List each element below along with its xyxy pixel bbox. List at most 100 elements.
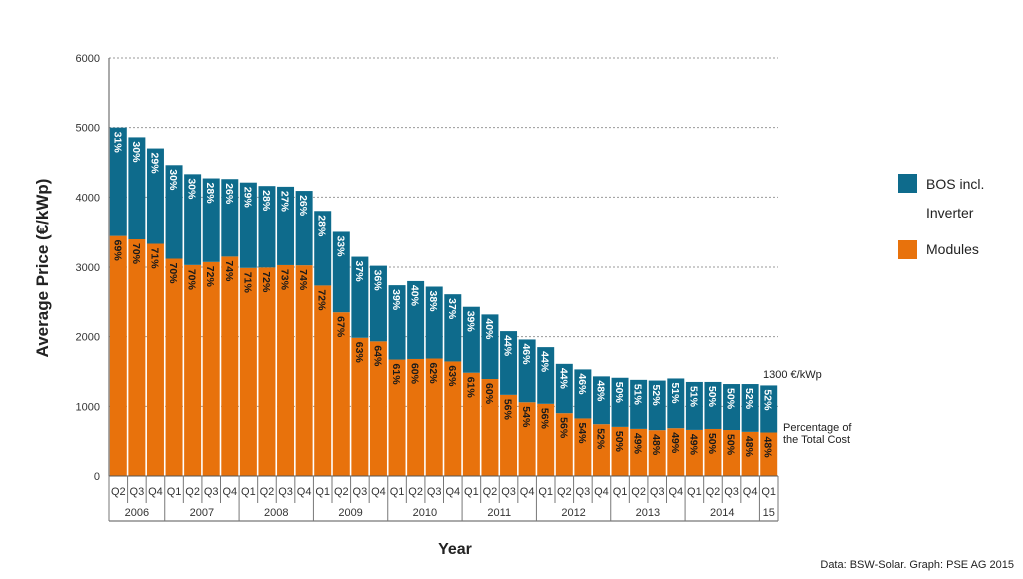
bar-bos-14 [369,265,387,342]
bar-bos-11 [314,211,332,286]
y-tick-label-6000: 6000 [76,53,100,65]
y-tick-label-4000: 4000 [76,192,100,204]
bar-bos-3 [165,165,183,259]
quarter-label-24: Q2 [557,486,572,498]
bos-percent-label-22: 46% [520,343,532,365]
bar-bos-15 [388,285,406,360]
quarter-label-0: Q2 [111,486,126,498]
quarter-label-35: Q1 [761,486,776,498]
modules-percent-label-0: 69% [111,240,123,262]
modules-percent-label-10: 74% [297,269,309,291]
bos-percent-label-4: 30% [186,178,198,200]
bar-modules-3 [165,258,183,476]
bos-percent-label-18: 37% [446,298,458,320]
quarter-label-31: Q1 [687,486,702,498]
modules-percent-label-9: 73% [279,269,291,291]
bos-percent-label-21: 44% [502,335,514,357]
bar-bos-35 [760,385,778,433]
bar-modules-1 [128,238,146,476]
bos-percent-label-14: 36% [371,270,383,292]
year-label-2012: 2012 [561,507,585,519]
year-label-2008: 2008 [264,507,288,519]
bos-percent-label-23: 44% [539,351,551,373]
bar-bos-25 [574,369,592,419]
quarter-label-4: Q2 [185,486,200,498]
bos-percent-label-34: 52% [743,388,755,410]
year-label-2014: 2014 [710,507,734,519]
quarter-label-17: Q3 [427,486,442,498]
bar-modules-4 [184,264,202,476]
year-label-2010: 2010 [413,507,437,519]
last-value-annotation: 1300 €/kWp [763,369,822,381]
quarter-label-5: Q3 [204,486,219,498]
bar-bos-13 [351,256,369,338]
modules-percent-label-6: 74% [223,260,235,282]
bar-bos-32 [704,381,722,429]
y-tick-label-5000: 5000 [76,123,100,135]
bos-percent-label-5: 28% [204,183,216,205]
bos-percent-label-28: 51% [632,384,644,406]
quarter-label-22: Q4 [520,486,535,498]
bos-percent-label-13: 37% [353,261,365,283]
modules-percent-label-11: 72% [316,289,328,311]
bar-modules-2 [146,243,164,476]
bos-percent-label-2: 29% [148,153,160,175]
modules-percent-label-16: 60% [409,363,421,385]
bar-modules-16 [407,358,425,476]
bos-percent-label-31: 51% [687,386,699,408]
bos-percent-label-1: 30% [130,141,142,163]
bar-modules-19 [462,372,480,476]
bar-bos-34 [741,384,759,432]
y-axis: 0 1000 2000 3000 4000 5000 6000 [76,53,110,483]
bos-percent-label-20: 40% [483,318,495,340]
year-label-2007: 2007 [190,507,214,519]
bos-percent-label-3: 30% [167,169,179,191]
bos-percent-label-6: 26% [223,183,235,205]
quarter-label-7: Q1 [241,486,256,498]
quarter-label-9: Q3 [278,486,293,498]
modules-percent-label-26: 52% [594,428,606,450]
modules-percent-label-15: 61% [390,364,402,386]
bos-percent-label-15: 39% [390,289,402,311]
bar-bos-6 [221,179,239,257]
modules-percent-label-33: 50% [725,434,737,456]
quarter-label-11: Q1 [315,486,330,498]
bars: 31% 69% 30% 70% 29% 71% 30% 70% 30% 70% 28% 72% 26% 7… [109,127,778,476]
modules-percent-label-2: 71% [148,248,160,270]
modules-percent-label-5: 72% [204,266,216,288]
bar-modules-33 [723,430,741,476]
year-label-2006: 2006 [125,507,149,519]
y-axis-title: Average Price (€/kWp) [33,179,52,358]
bos-percent-label-9: 27% [279,191,291,213]
bar-modules-29 [648,430,666,476]
quarter-label-30: Q4 [668,486,683,498]
modules-percent-label-21: 56% [502,399,514,421]
source-note: Data: BSW-Solar. Graph: PSE AG 2015 [820,559,1014,571]
y-tick-label-3000: 3000 [76,262,100,274]
bos-percent-label-19: 39% [464,311,476,333]
bar-bos-1 [128,137,146,239]
year-label-2013: 2013 [636,507,660,519]
bar-modules-17 [425,358,443,476]
x-axis-title: Year [438,541,472,558]
quarter-label-10: Q4 [297,486,312,498]
percentage-note-line1: Percentage of [783,422,852,434]
legend-label-modules: Modules [926,241,979,257]
modules-percent-label-17: 62% [427,363,439,385]
legend-label-bos-line2: Inverter [926,205,974,221]
modules-percent-label-31: 49% [687,434,699,456]
quarter-label-33: Q3 [724,486,739,498]
modules-percent-label-34: 48% [743,436,755,458]
bar-modules-32 [704,428,722,476]
bos-percent-label-25: 46% [576,373,588,395]
bos-percent-label-17: 38% [427,291,439,313]
bos-percent-label-32: 50% [706,386,718,408]
modules-percent-label-32: 50% [706,433,718,455]
quarter-label-8: Q2 [260,486,275,498]
bar-bos-5 [202,178,220,262]
bar-bos-22 [518,339,536,403]
bos-percent-label-27: 50% [613,382,625,404]
year-label-2011: 2011 [487,507,511,519]
y-tick-label-2000: 2000 [76,332,100,344]
bar-bos-30 [667,378,685,429]
